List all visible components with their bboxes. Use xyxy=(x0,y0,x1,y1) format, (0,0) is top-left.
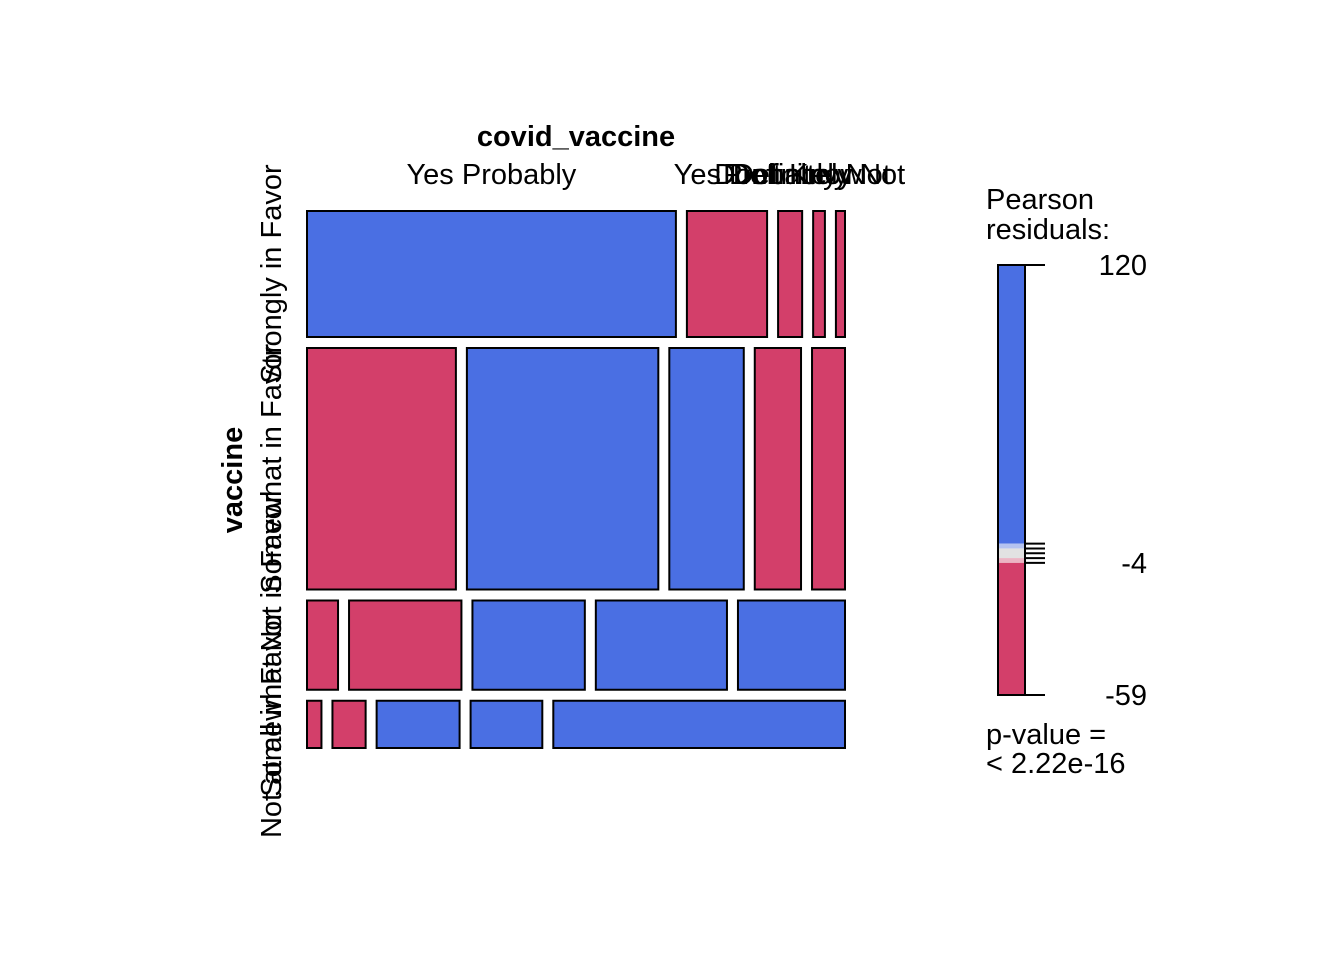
column-label: Don't Know xyxy=(714,159,862,191)
mosaic-tile-r0-c4 xyxy=(834,210,846,338)
legend-bar-negative xyxy=(998,562,1025,695)
mosaic-tile-r1-c0 xyxy=(306,347,457,591)
row-label: Strongly in Favor xyxy=(256,164,288,384)
mosaic-tile-r0-c2 xyxy=(777,210,804,338)
legend-title-line1: Pearson xyxy=(986,184,1094,216)
legend-tick-label: -4 xyxy=(1121,548,1147,580)
mosaic-tile-r3-c4 xyxy=(552,699,846,749)
column-variable-title: covid_vaccine xyxy=(477,121,675,153)
p-value-value: < 2.22e-16 xyxy=(986,748,1125,780)
legend-bar-neutral xyxy=(998,548,1025,559)
mosaic-tile-r3-c2 xyxy=(375,699,461,749)
legend-bar-positive xyxy=(998,265,1025,544)
p-value-label: p-value = xyxy=(986,719,1106,751)
mosaic-tile-r3-c3 xyxy=(469,699,544,749)
legend-bar-light-positive xyxy=(998,543,1025,549)
mosaic-tile-r0-c0 xyxy=(306,210,677,338)
mosaic-tile-r1-c3 xyxy=(753,347,803,591)
row-label: Not at all in Favor xyxy=(256,610,288,838)
legend-tick-label: -59 xyxy=(1105,680,1147,712)
mosaic-tile-r1-c4 xyxy=(811,347,847,591)
mosaic-tile-r1-c1 xyxy=(465,347,660,591)
mosaic-tiles xyxy=(306,210,847,749)
mosaic-tile-r2-c2 xyxy=(471,599,586,691)
mosaic-tile-r3-c0 xyxy=(306,699,323,749)
mosaic-tile-r3-c1 xyxy=(331,699,367,749)
legend-bar-frame xyxy=(997,264,1026,696)
row-label: Somewhat Not in Favor xyxy=(256,493,288,796)
row-label: Somewhat in Favor xyxy=(256,344,288,594)
mosaic-tile-r2-c4 xyxy=(736,599,847,691)
column-label: Yes Probably xyxy=(406,159,576,191)
column-label: Probably Not xyxy=(723,159,891,191)
mosaic-tile-r0-c3 xyxy=(812,210,826,338)
legend-tick-label: 120 xyxy=(1099,250,1147,282)
row-variable-title: vaccine xyxy=(217,427,249,533)
mosaic-tile-r2-c0 xyxy=(306,599,340,691)
legend-bar-light-negative xyxy=(998,558,1025,563)
mosaic-tile-r2-c1 xyxy=(348,599,463,691)
mosaic-tile-r0-c1 xyxy=(685,210,769,338)
legend-title-line2: residuals: xyxy=(986,214,1110,246)
column-label: Definitely Not xyxy=(733,159,905,191)
column-label: Yes Definitely xyxy=(674,159,849,191)
mosaic-tile-r2-c3 xyxy=(594,599,728,691)
mosaic-tile-r1-c2 xyxy=(668,347,745,591)
column-labels: covid_vaccine Yes Probably Yes DefinitelyD… xyxy=(406,121,905,191)
